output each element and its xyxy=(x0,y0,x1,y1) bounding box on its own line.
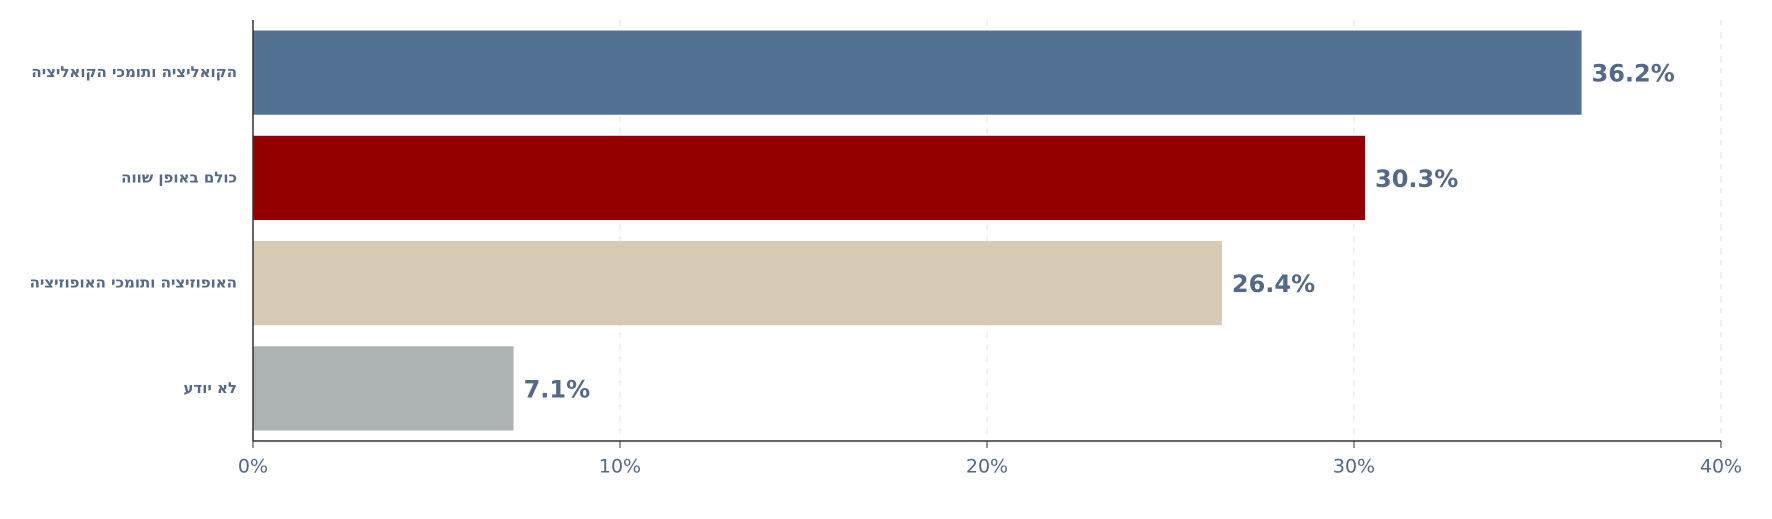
y-tick-label: הקואליציה ותומכי הקואליציה xyxy=(31,63,237,81)
bar xyxy=(253,135,1366,220)
value-label: 36.2% xyxy=(1592,60,1675,88)
x-tick-label: 10% xyxy=(599,456,641,478)
x-tick-label: 30% xyxy=(1333,456,1375,478)
y-tick-label: לא יודע xyxy=(183,379,237,397)
bar xyxy=(253,346,514,431)
x-tick-label: 40% xyxy=(1700,456,1742,478)
value-label: 26.4% xyxy=(1232,270,1315,298)
bar xyxy=(253,30,1582,115)
bar xyxy=(253,241,1222,326)
y-tick-label: כולם באופן שווה xyxy=(121,168,237,186)
x-tick-label: 20% xyxy=(966,456,1008,478)
value-label: 7.1% xyxy=(524,375,591,403)
x-tick-label: 0% xyxy=(238,456,268,478)
y-tick-label: האופוזיציה ותומכי האופוזיציה xyxy=(30,274,237,292)
value-label: 30.3% xyxy=(1375,165,1458,193)
